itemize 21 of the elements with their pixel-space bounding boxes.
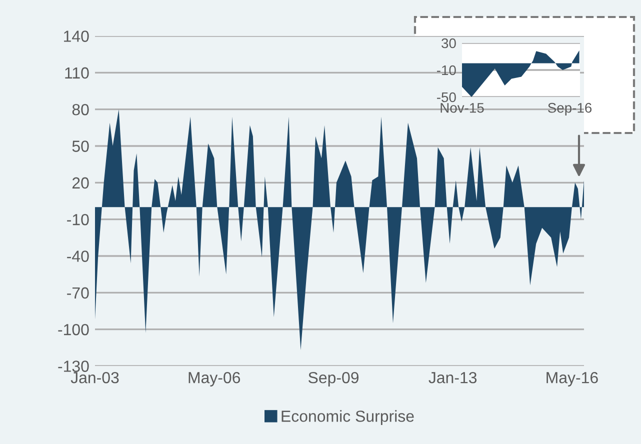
y-tick-label: -70 — [67, 287, 89, 299]
y-tick-label: -130 — [58, 360, 89, 372]
x-tick-label: Sep-16 — [548, 102, 592, 116]
legend-label: Economic Surprise — [282, 410, 414, 426]
x-tick-label: Sep-09 — [308, 372, 359, 386]
x-tick-label: May-16 — [546, 372, 598, 386]
y-tick-label: -50 — [436, 92, 456, 102]
y-tick-label: 140 — [64, 30, 89, 42]
y-tick-label: -100 — [58, 324, 89, 336]
x-tick-label: Jan-03 — [70, 372, 119, 384]
y-tick-label: 20 — [72, 177, 89, 189]
x-tick-label: Jan-13 — [428, 372, 477, 384]
y-tick-label: 80 — [72, 104, 89, 116]
y-tick-label: 30 — [442, 38, 456, 48]
y-tick-label: -10 — [67, 214, 89, 226]
x-tick-label: Nov-15 — [440, 103, 484, 113]
y-tick-label: -10 — [436, 65, 456, 76]
y-tick-label: -40 — [67, 250, 89, 262]
y-tick-label: 110 — [65, 67, 89, 79]
y-tick-label: 50 — [72, 140, 89, 152]
x-tick-label: May-06 — [188, 372, 240, 386]
